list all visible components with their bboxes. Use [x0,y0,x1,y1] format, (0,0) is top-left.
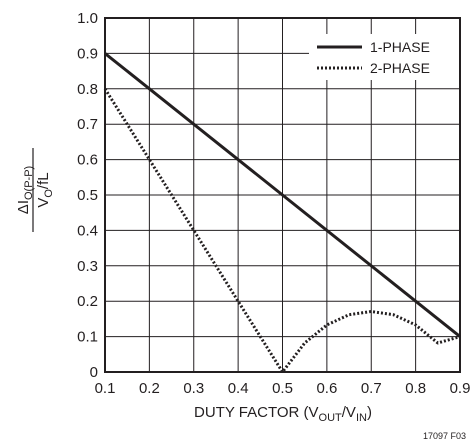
x-tick-label: 0.3 [183,380,204,397]
y-tick-label: 0.3 [77,258,98,275]
y-axis-label-numerator: ΔIO(P-P) [15,166,35,214]
y-tick-labels: 0 0.1 0.2 0.3 0.4 0.5 0.6 0.7 0.8 0.9 1.0 [77,10,98,381]
y-tick-label: 0 [90,364,98,381]
series-line-1-phase [104,52,461,338]
series-layer [103,52,461,374]
x-tick-label: 0.4 [228,380,249,397]
legend: 1-PHASE 2-PHASE [309,34,459,80]
y-tick-label: 1.0 [77,10,98,27]
figure-id: 17097 F03 [423,431,466,441]
y-tick-label: 0.6 [77,152,98,169]
y-tick-label: 0.5 [77,187,98,204]
y-tick-label: 0.2 [77,293,98,310]
y-axis-label-denominator: VO/fL [35,172,55,207]
y-tick-label: 0.4 [77,222,98,239]
y-tick-label: 0.7 [77,116,98,133]
x-tick-label: 0.6 [316,380,337,397]
plot-frame [104,17,461,373]
y-axis-label: ΔIO(P-P) VO/fL [15,148,55,232]
x-tick-label: 0.8 [405,380,426,397]
x-tick-labels: 0.1 0.2 0.3 0.4 0.5 0.6 0.7 0.8 0.9 [95,380,471,397]
legend-background [309,34,459,80]
legend-label-2-phase: 2-PHASE [370,60,430,76]
x-tick-label: 0.9 [450,380,471,397]
x-tick-label: 0.7 [361,380,382,397]
y-tick-label: 0.8 [77,81,98,98]
x-axis-label: DUTY FACTOR (VOUT/VIN) [194,404,372,424]
x-tick-label: 0.2 [139,380,160,397]
legend-label-1-phase: 1-PHASE [370,39,430,55]
x-tick-label: 0.1 [95,380,116,397]
y-tick-label: 0.9 [77,45,98,62]
x-tick-label: 0.5 [272,380,293,397]
y-tick-label: 0.1 [77,329,98,346]
series-line-2-phase [103,88,461,374]
